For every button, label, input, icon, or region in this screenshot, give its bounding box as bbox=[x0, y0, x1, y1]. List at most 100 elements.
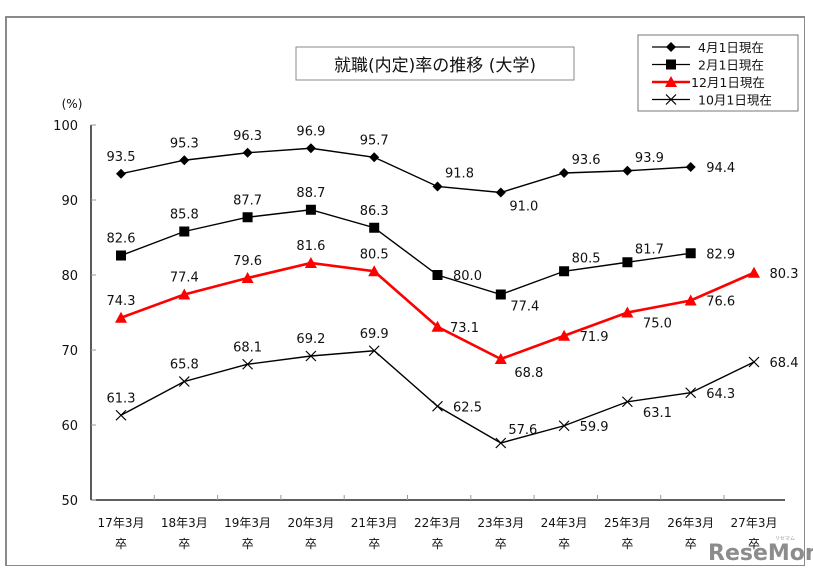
legend-box bbox=[637, 34, 799, 112]
data-point-x bbox=[242, 358, 254, 370]
data-label: 80.5 bbox=[360, 247, 389, 262]
legend-label: 4月1日現在 bbox=[698, 40, 764, 55]
x-tick-label-line2: 卒 bbox=[115, 537, 127, 551]
data-point-x-stroke bbox=[242, 358, 254, 370]
data-label: 96.3 bbox=[233, 129, 262, 144]
data-point-triangle bbox=[368, 265, 381, 277]
data-label: 80.0 bbox=[453, 269, 482, 284]
y-tick-label: 80 bbox=[61, 269, 78, 284]
data-point-diamond bbox=[242, 147, 253, 158]
data-point-diamond bbox=[116, 168, 126, 179]
data-point-triangle bbox=[241, 272, 254, 283]
data-point-diamond bbox=[666, 42, 676, 52]
x-tick-label-line2: 卒 bbox=[558, 537, 570, 551]
data-point-square bbox=[369, 222, 380, 233]
data-point-x-stroke bbox=[368, 345, 380, 357]
data-point-triangle bbox=[115, 311, 127, 323]
chart-title-text: 就職(内定)率の推移 (大学) bbox=[334, 56, 536, 76]
data-point-x-stroke bbox=[432, 400, 443, 412]
data-point-diamond bbox=[685, 162, 696, 172]
data-point-x-stroke bbox=[495, 437, 507, 449]
legend-label: 2月1日現在 bbox=[698, 58, 764, 73]
data-point-diamond bbox=[305, 143, 316, 154]
data-point-square bbox=[179, 226, 190, 237]
series-3: 74.3 77.4 79.6 81.6 80.5 73.1 68.8 71.9 75.0 76.6… bbox=[107, 239, 799, 381]
data-point-x bbox=[178, 376, 190, 387]
resemom-logo: ReseMom リセマム bbox=[708, 536, 813, 566]
x-tick-label-line2: 卒 bbox=[431, 537, 443, 551]
x-tick-label-line1: 22年3月 bbox=[414, 516, 461, 530]
series-2: 82.6 85.8 87.7 88.7 86.3 80.0 77.4 80.5 81.7 82.9 bbox=[107, 186, 736, 315]
data-point-x-stroke bbox=[748, 356, 760, 368]
data-label: 81.6 bbox=[296, 239, 325, 254]
data-label: 88.7 bbox=[296, 186, 325, 201]
resemom-logo-text: ReseMom bbox=[708, 541, 813, 566]
x-tick-label-line2: 卒 bbox=[242, 537, 254, 551]
data-label: 68.1 bbox=[233, 340, 262, 355]
legend-entry: 12月1日現在 bbox=[652, 75, 765, 90]
data-label: 68.4 bbox=[770, 356, 799, 371]
x-tick-label-line2: 卒 bbox=[495, 537, 507, 551]
data-point-x bbox=[432, 400, 443, 412]
data-point-x bbox=[748, 356, 760, 368]
data-label: 82.9 bbox=[706, 247, 735, 262]
data-point-triangle bbox=[178, 288, 191, 300]
data-point-square bbox=[559, 266, 570, 277]
data-point-x bbox=[305, 350, 317, 362]
data-point-square bbox=[305, 204, 316, 215]
data-label: 94.4 bbox=[706, 161, 735, 176]
data-point-diamond bbox=[179, 155, 190, 166]
legend-entry: 2月1日現在 bbox=[652, 58, 764, 73]
data-point-square bbox=[116, 250, 126, 261]
series-line bbox=[120, 147, 691, 194]
x-tick-label-line1: 19年3月 bbox=[224, 516, 271, 530]
data-point-triangle bbox=[431, 320, 444, 332]
legend-label: 12月1日現在 bbox=[691, 75, 765, 90]
y-tick-label: 100 bbox=[53, 119, 78, 134]
x-tick-label-line1: 26年3月 bbox=[667, 516, 714, 530]
data-point-square bbox=[685, 248, 696, 259]
data-label: 64.3 bbox=[706, 387, 735, 402]
data-label: 77.4 bbox=[170, 271, 199, 286]
resemom-logo-ruby: リセマム bbox=[775, 536, 795, 542]
series-4: 61.3 65.8 68.1 69.2 69.9 62.5 57.6 59.9 63.1 64.3… bbox=[107, 327, 799, 449]
data-point-diamond bbox=[622, 165, 633, 176]
data-label: 87.7 bbox=[233, 193, 262, 208]
series-1: 93.5 95.3 96.3 96.9 95.7 91.8 91.0 93.6 93.9 94.4 bbox=[107, 124, 736, 214]
data-label: 82.6 bbox=[107, 232, 136, 247]
x-tick-label-line2: 卒 bbox=[178, 537, 190, 551]
data-point-x bbox=[495, 437, 507, 449]
data-label: 79.6 bbox=[233, 254, 262, 269]
x-tick-label-line1: 23年3月 bbox=[477, 516, 524, 530]
data-point-x bbox=[368, 345, 380, 357]
data-point-triangle bbox=[304, 257, 317, 268]
y-tick-label: 50 bbox=[61, 494, 78, 509]
data-label: 91.8 bbox=[445, 167, 474, 182]
data-label: 63.1 bbox=[643, 406, 672, 421]
data-point-x bbox=[115, 409, 127, 421]
data-label: 80.3 bbox=[770, 267, 799, 282]
data-label: 86.3 bbox=[360, 204, 389, 219]
data-point-x-stroke bbox=[621, 396, 633, 408]
data-point-square bbox=[622, 257, 633, 268]
data-point-triangle bbox=[494, 353, 507, 364]
legend-label: 10月1日現在 bbox=[698, 93, 772, 108]
series-line bbox=[120, 350, 755, 444]
series-layer: 93.5 95.3 96.3 96.9 95.7 91.8 91.0 93.6 93.9 94.4… bbox=[107, 124, 799, 449]
data-point-x bbox=[685, 387, 697, 399]
x-tick-label-line2: 卒 bbox=[305, 537, 317, 551]
data-point-diamond bbox=[432, 181, 443, 192]
data-label: 85.8 bbox=[170, 208, 199, 223]
data-label: 96.9 bbox=[296, 124, 325, 139]
y-tick-label: 70 bbox=[61, 344, 78, 359]
data-label: 91.0 bbox=[509, 200, 538, 215]
data-label: 95.7 bbox=[360, 133, 389, 148]
data-label: 65.8 bbox=[170, 358, 199, 373]
